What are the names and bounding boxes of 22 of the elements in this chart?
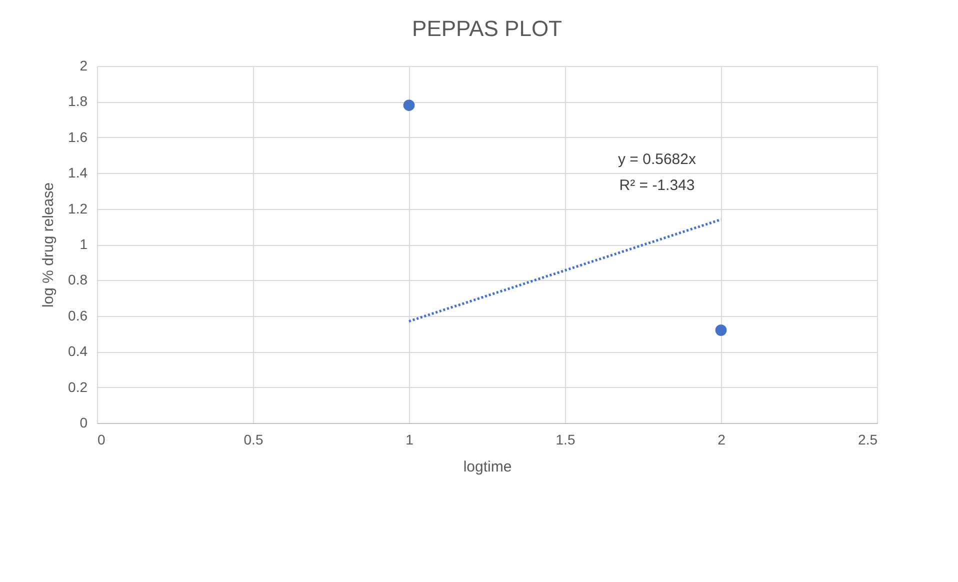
y-tick-label: 1.6	[68, 128, 88, 145]
y-tick-label: 0	[80, 414, 88, 430]
x-axis-title: logtime	[463, 458, 512, 476]
x-tick-label: 0	[98, 432, 106, 448]
x-tick-label: 1	[406, 432, 414, 448]
x-tick-label: 2.5	[858, 432, 878, 448]
y-tick-label: 0.4	[68, 343, 88, 360]
y-tick-label: 0.6	[68, 307, 88, 324]
chart-title: PEPPAS PLOT	[412, 16, 562, 41]
y-tick-label: 2	[80, 58, 88, 74]
x-tick-label: 2	[718, 432, 726, 448]
y-axis-title: log % drug release	[40, 182, 58, 308]
y-tick-label: 1.4	[68, 164, 88, 181]
x-tick-label: 1.5	[556, 432, 576, 448]
y-tick-label: 0.2	[68, 378, 88, 395]
y-tick-label: 1.2	[68, 200, 88, 216]
annotation: R² = -1.343	[619, 177, 695, 194]
y-tick-label: 1	[80, 236, 88, 252]
x-tick-label: 0.5	[244, 432, 264, 448]
y-tick-label: 0.8	[68, 272, 88, 288]
annotation: y = 0.5682x	[618, 151, 696, 168]
y-tick-label: 1.8	[68, 93, 88, 110]
